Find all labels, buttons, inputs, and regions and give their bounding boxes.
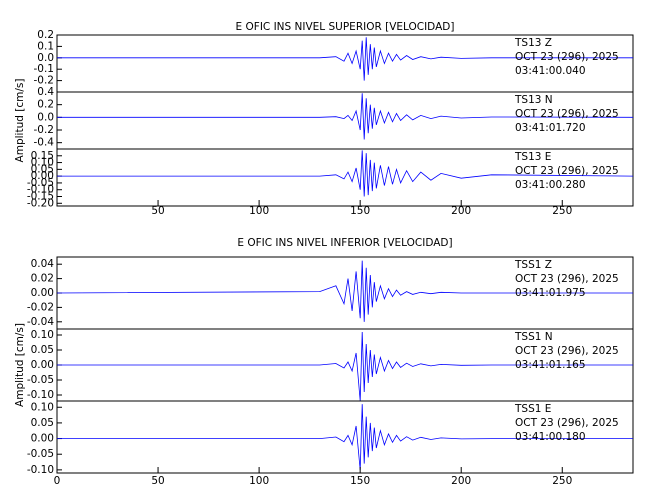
- station-label: TSS1 Z: [514, 259, 552, 271]
- y-tick-label: -0.05: [27, 374, 54, 386]
- date-label: OCT 23 (296), 2025: [515, 165, 619, 177]
- chart-title: E OFIC INS NIVEL INFERIOR [VELOCIDAD]: [237, 237, 452, 249]
- waveform: [57, 150, 634, 197]
- x-tick-label: 200: [451, 475, 471, 487]
- y-tick-label: -0.04: [27, 316, 54, 328]
- panel-frame: [56, 148, 634, 207]
- y-tick-label: 0.0: [37, 111, 54, 123]
- y-tick-label: -0.05: [27, 448, 54, 460]
- y-tick-label: -0.2: [34, 124, 55, 136]
- waveform: [57, 37, 633, 81]
- x-tick-label: 250: [552, 205, 572, 217]
- x-tick-label: 100: [249, 475, 269, 487]
- y-tick-label: 0.00: [31, 359, 54, 371]
- date-label: OCT 23 (296), 2025: [515, 108, 619, 120]
- time-label: 03:41:01.975: [515, 287, 586, 299]
- time-label: 03:41:00.280: [515, 179, 586, 191]
- y-tick-label: 0.00: [31, 170, 54, 182]
- x-tick-label: 150: [350, 205, 370, 217]
- y-tick-label: -0.15: [27, 191, 54, 203]
- station-label: TSS1 E: [514, 403, 551, 415]
- date-label: OCT 23 (296), 2025: [515, 345, 619, 357]
- y-tick-label: 0.05: [31, 344, 54, 356]
- x-tick-label: 150: [350, 475, 370, 487]
- x-tick-label: 50: [151, 475, 164, 487]
- chart-title: E OFIC INS NIVEL SUPERIOR [VELOCIDAD]: [236, 21, 455, 33]
- x-tick-label: 50: [151, 205, 164, 217]
- time-label: 03:41:01.720: [515, 122, 586, 134]
- x-tick-label: 200: [451, 205, 471, 217]
- time-label: 03:41:00.040: [515, 65, 586, 77]
- y-tick-label: 0.10: [31, 157, 54, 169]
- waveform: [57, 331, 633, 402]
- y-tick-label: 0.15: [31, 150, 54, 162]
- y-tick-label: -0.10: [27, 464, 54, 476]
- x-tick-label: 100: [249, 205, 269, 217]
- y-tick-label: 0.04: [31, 258, 55, 270]
- y-tick-label: -0.05: [27, 177, 54, 189]
- time-label: 03:41:01.165: [515, 359, 586, 371]
- x-tick-label: 250: [552, 475, 572, 487]
- time-label: 03:41:00.180: [515, 431, 586, 443]
- waveform: [57, 93, 634, 140]
- y-tick-label: -0.10: [27, 389, 54, 401]
- y-tick-label: 0.10: [31, 401, 54, 413]
- y-tick-label: 0.00: [31, 433, 54, 445]
- y-tick-label: 0.00: [31, 287, 54, 299]
- station-label: TS13 N: [514, 94, 553, 106]
- y-tick-label: -0.10: [27, 184, 54, 196]
- y-tick-label: -0.02: [27, 301, 54, 313]
- station-label: TSS1 N: [514, 331, 553, 343]
- y-tick-label: 0.05: [31, 163, 54, 175]
- waveform: [57, 404, 633, 470]
- x-tick-label: 0: [54, 475, 61, 487]
- y-tick-label: -0.2: [34, 75, 55, 87]
- y-tick-label: 0.02: [31, 273, 54, 285]
- date-label: OCT 23 (296), 2025: [515, 273, 619, 285]
- waveform: [56, 260, 633, 322]
- y-tick-label: 0.1: [37, 40, 54, 52]
- y-tick-label: 0.2: [37, 29, 54, 41]
- y-tick-label: 0.2: [37, 99, 54, 111]
- y-tick-label: -0.4: [34, 137, 55, 149]
- y-tick-label: 0.4: [37, 86, 54, 98]
- y-axis-label: Amplitud [cm/s]: [14, 323, 26, 407]
- y-tick-label: 0.10: [31, 329, 54, 341]
- station-label: TS13 Z: [514, 37, 552, 49]
- panel-frame: [56, 400, 634, 474]
- y-tick-label: 0.05: [31, 417, 54, 429]
- date-label: OCT 23 (296), 2025: [515, 417, 619, 429]
- y-tick-label: -0.1: [34, 63, 55, 75]
- y-tick-label: -0.20: [27, 197, 54, 209]
- y-axis-label: Amplitud [cm/s]: [14, 79, 26, 163]
- date-label: OCT 23 (296), 2025: [515, 51, 619, 63]
- station-label: TS13 E: [514, 151, 551, 163]
- y-tick-label: 0.0: [37, 52, 54, 64]
